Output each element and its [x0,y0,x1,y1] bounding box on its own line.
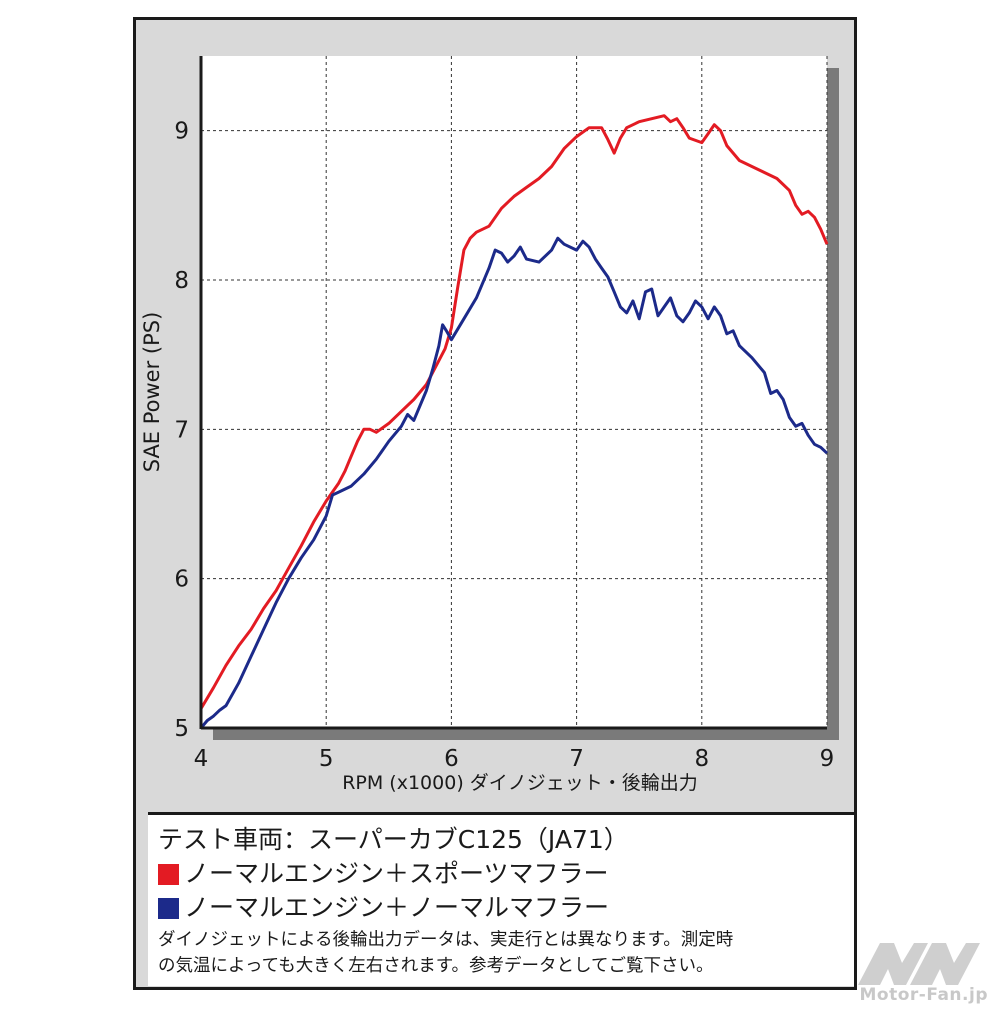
series-line-sport-muffler [199,114,829,710]
y-tick-label: 6 [174,567,189,593]
mf-logo-icon [858,943,980,985]
plot-area [201,56,827,728]
y-tick-label: 8 [174,268,189,294]
legend-label-sport-muffler: ノーマルエンジン＋スポーツマフラー [184,859,609,888]
series-line-normal-muffler [199,236,829,729]
x-tick-label: 4 [194,746,209,772]
legend-label-normal-muffler: ノーマルエンジン＋ノーマルマフラー [184,893,610,922]
grid-lines [201,56,828,728]
series-group [199,114,829,729]
legend-item-sport-muffler: ノーマルエンジン＋スポーツマフラー [158,857,844,891]
y-tick-label: 5 [174,716,189,742]
disclaimer-line-2: の気温によっても大きく左右されます。参考データとしてご覧下さい。 [158,956,714,976]
y-tick-label: 7 [174,417,189,443]
x-tick-label: 7 [569,746,584,772]
y-axis-title: SAE Power (PS) [140,312,164,473]
legend-swatch-blue [158,897,179,919]
x-tick-label: 5 [319,746,334,772]
x-axis-title: RPM (x1000) ダイノジェット・後輪出力 [342,772,698,794]
disclaimer-note: ダイノジェットによる後輪出力データは、実走行とは異なります。測定時 の気温によっ… [158,927,844,979]
legend-panel: テスト車両：スーパーカブC125（JA71） ノーマルエンジン＋スポーツマフラー… [148,812,854,986]
motor-fan-watermark: Motor-Fan.jp [858,943,988,1005]
watermark-text: Motor-Fan.jp [859,985,988,1005]
y-tick-label: 9 [174,119,189,145]
disclaimer-line-1: ダイノジェットによる後輪出力データは、実走行とは異なります。測定時 [158,930,734,950]
legend-item-normal-muffler: ノーマルエンジン＋ノーマルマフラー [158,891,844,925]
x-tick-label: 6 [444,746,459,772]
test-vehicle-label: テスト車両：スーパーカブC125（JA71） [158,825,629,854]
x-tick-label: 8 [694,746,709,772]
legend-swatch-red [158,863,179,885]
x-tick-label: 9 [820,746,835,772]
